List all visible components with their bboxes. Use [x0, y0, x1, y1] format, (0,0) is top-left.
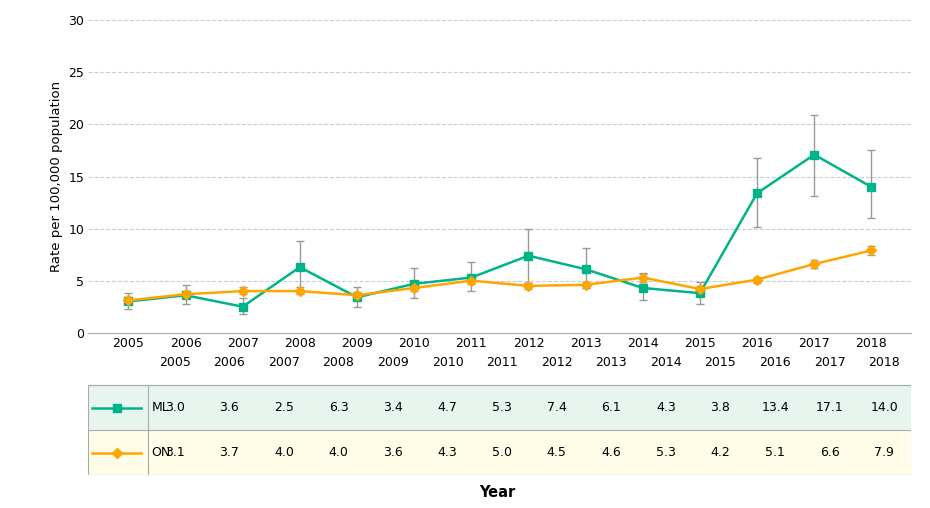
- Text: 2018: 2018: [869, 356, 900, 369]
- Text: 2012: 2012: [541, 356, 573, 369]
- Text: 5.1: 5.1: [765, 446, 785, 459]
- Text: 2010: 2010: [432, 356, 463, 369]
- Text: 4.3: 4.3: [438, 446, 458, 459]
- Text: 3.7: 3.7: [219, 446, 239, 459]
- Text: 3.8: 3.8: [711, 401, 730, 414]
- Text: 5.0: 5.0: [492, 446, 512, 459]
- Text: 2016: 2016: [759, 356, 790, 369]
- Text: 3.6: 3.6: [219, 401, 239, 414]
- Text: 2011: 2011: [486, 356, 518, 369]
- Text: 4.6: 4.6: [602, 446, 621, 459]
- Text: 2006: 2006: [214, 356, 246, 369]
- Text: 5.3: 5.3: [656, 446, 676, 459]
- Bar: [88, 385, 911, 475]
- Text: 2013: 2013: [595, 356, 627, 369]
- Text: ON: ON: [152, 446, 171, 459]
- Text: 6.3: 6.3: [328, 401, 349, 414]
- Text: 6.6: 6.6: [819, 446, 840, 459]
- Text: 7.4: 7.4: [547, 401, 566, 414]
- Text: 6.1: 6.1: [602, 401, 621, 414]
- Text: 5.3: 5.3: [492, 401, 512, 414]
- Text: 14.0: 14.0: [870, 401, 898, 414]
- Text: 2007: 2007: [268, 356, 300, 369]
- Bar: [88, 385, 911, 430]
- Text: ML: ML: [152, 401, 169, 414]
- Text: 3.6: 3.6: [383, 446, 403, 459]
- Text: 3.4: 3.4: [383, 401, 403, 414]
- Text: 2008: 2008: [323, 356, 354, 369]
- Y-axis label: Rate per 100,000 population: Rate per 100,000 population: [49, 81, 62, 272]
- Text: 4.0: 4.0: [274, 446, 294, 459]
- Bar: [88, 430, 911, 475]
- Text: 7.9: 7.9: [874, 446, 894, 459]
- Text: 3.1: 3.1: [165, 446, 185, 459]
- Text: 2015: 2015: [705, 356, 737, 369]
- Text: 13.4: 13.4: [761, 401, 789, 414]
- Text: 4.2: 4.2: [711, 446, 730, 459]
- Text: 4.0: 4.0: [328, 446, 349, 459]
- Text: 17.1: 17.1: [816, 401, 844, 414]
- Text: 2005: 2005: [159, 356, 191, 369]
- Text: 2014: 2014: [650, 356, 682, 369]
- Text: 2009: 2009: [378, 356, 409, 369]
- Text: 2.5: 2.5: [274, 401, 294, 414]
- Text: 4.3: 4.3: [656, 401, 676, 414]
- Text: 4.7: 4.7: [438, 401, 458, 414]
- Text: Year: Year: [480, 485, 515, 500]
- Text: 2017: 2017: [814, 356, 845, 369]
- Text: 4.5: 4.5: [547, 446, 566, 459]
- Text: 3.0: 3.0: [165, 401, 185, 414]
